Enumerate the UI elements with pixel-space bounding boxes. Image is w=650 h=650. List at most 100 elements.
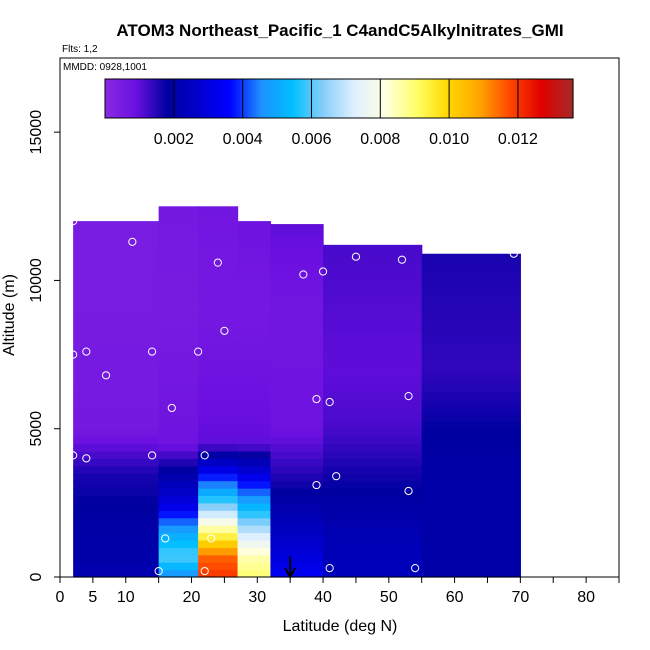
y-tick-label: 5000 <box>28 411 45 447</box>
field-cell <box>237 221 272 230</box>
field-cell <box>73 250 160 259</box>
field-cell <box>421 488 521 497</box>
colorbar-segment <box>159 79 163 118</box>
field-cell <box>73 413 160 422</box>
colorbar-segment <box>456 79 460 118</box>
field-cell <box>158 525 199 534</box>
field-cell <box>323 480 423 489</box>
field-cell <box>73 391 160 400</box>
colorbar-segment <box>255 79 259 118</box>
field-cell <box>421 547 521 556</box>
observation-point <box>299 270 308 279</box>
field-cell <box>73 450 160 459</box>
field-cell <box>270 473 324 482</box>
field-cell <box>73 287 160 296</box>
field-cell <box>323 324 423 333</box>
colorbar-segment <box>362 79 366 118</box>
field-cell <box>270 391 324 400</box>
observation-point <box>101 371 111 380</box>
colorbar-segment <box>346 79 350 118</box>
colorbar-segment <box>237 79 241 118</box>
colorbar-segment <box>474 79 478 118</box>
colorbar-segment <box>180 79 184 118</box>
field-cell <box>237 428 272 437</box>
colorbar-segment <box>193 79 197 118</box>
colorbar-segment <box>479 79 483 118</box>
field-cell <box>421 332 521 341</box>
colorbar-segment <box>372 79 376 118</box>
colorbar-segment <box>333 79 337 118</box>
colorbar-segment <box>528 79 532 118</box>
field-cell <box>73 532 160 541</box>
colorbar-segment <box>414 79 418 118</box>
observation-point <box>62 566 71 576</box>
field-cell <box>198 532 239 541</box>
colorbar-segment <box>157 79 161 118</box>
field-cell <box>270 450 324 459</box>
colorbar-segment <box>549 79 553 118</box>
field-cell <box>237 295 272 304</box>
field-cell <box>323 547 423 556</box>
x-tick-label: 80 <box>577 589 595 606</box>
x-axis-label: Latitude (deg N) <box>283 618 398 635</box>
colorbar-segment <box>112 79 116 118</box>
field-cell <box>73 339 160 348</box>
colorbar-segment <box>406 79 410 118</box>
colorbar-segment <box>417 79 421 118</box>
colorbar-segment <box>131 79 135 118</box>
field-cell <box>198 517 239 526</box>
colorbar-segment <box>268 79 272 118</box>
field-cell <box>73 354 160 363</box>
field-cell <box>158 421 199 430</box>
field-cell <box>270 443 324 452</box>
colorbar-segment <box>266 79 270 118</box>
observation-point <box>411 564 420 573</box>
colorbar-segment <box>388 79 392 118</box>
field-cell <box>73 280 160 289</box>
observation-point <box>351 252 361 261</box>
field-cell <box>270 339 324 348</box>
colorbar-segment <box>214 79 218 118</box>
field-cell <box>158 339 199 348</box>
observation-point <box>207 534 216 543</box>
colorbar-segment <box>505 79 509 118</box>
field-cell <box>270 413 324 422</box>
colorbar-segment <box>128 79 132 118</box>
field-cell <box>158 562 199 571</box>
field-cell <box>198 428 239 437</box>
field-cell <box>421 273 521 282</box>
colorbar-segment <box>323 79 327 118</box>
field-cell <box>237 228 272 237</box>
observation-point <box>325 397 334 407</box>
field-cell <box>421 480 521 489</box>
field-cell <box>270 495 324 504</box>
observation-point <box>522 394 532 404</box>
x-tick-label: 60 <box>446 589 464 606</box>
field-cell <box>421 376 521 385</box>
field-cell <box>73 517 160 526</box>
field-cell <box>323 450 423 459</box>
colorbar-segment <box>118 79 122 118</box>
observation-point <box>220 326 229 335</box>
field-cell <box>421 525 521 534</box>
colorbar-segment <box>313 79 317 118</box>
field-cell <box>421 539 521 548</box>
field-cell <box>198 450 239 459</box>
field-cell <box>270 295 324 304</box>
colorbar-segment <box>339 79 343 118</box>
field-cell <box>73 332 160 341</box>
field-cell <box>237 554 272 563</box>
field-cell <box>237 465 272 474</box>
field-cell <box>73 406 160 415</box>
field-cell <box>421 413 521 422</box>
observation-points <box>62 202 532 576</box>
field-cell <box>323 428 423 437</box>
field-cell <box>237 280 272 289</box>
observation-point <box>318 267 328 276</box>
colorbar-segment <box>294 79 298 118</box>
field-cell <box>270 406 324 415</box>
colorbar-segment <box>125 79 129 118</box>
colorbar-segment <box>245 79 249 118</box>
field-cell <box>323 384 423 393</box>
